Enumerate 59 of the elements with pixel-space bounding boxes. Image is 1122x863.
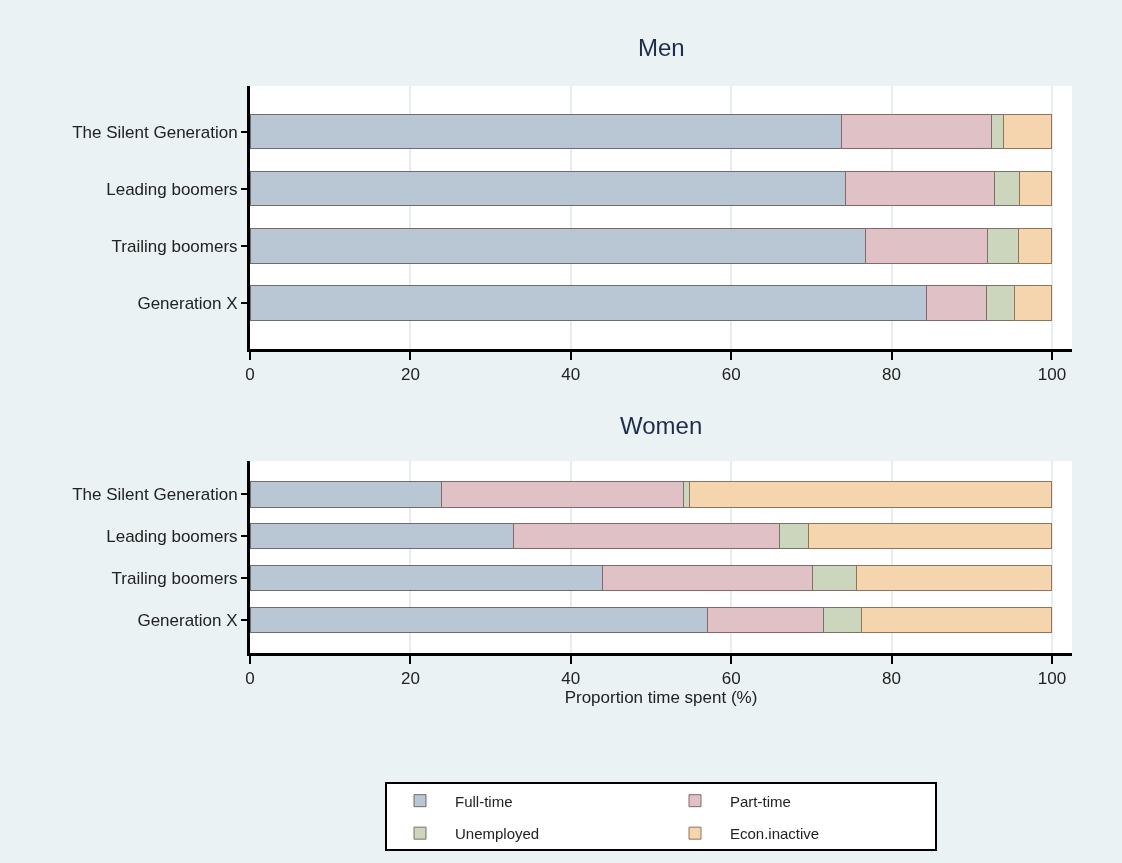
bar xyxy=(822,606,862,633)
bar xyxy=(812,564,857,591)
bar xyxy=(441,481,685,508)
bar xyxy=(1003,114,1053,150)
bar xyxy=(860,606,1053,633)
bar xyxy=(926,285,988,321)
x-tick-label: 20 xyxy=(400,365,420,385)
bar xyxy=(855,564,1053,591)
bar xyxy=(845,171,995,207)
x-tick-label: 0 xyxy=(245,365,255,385)
legend-label: Part-time xyxy=(730,792,791,810)
bar xyxy=(864,228,989,264)
y-tick-label: Leading boomers xyxy=(106,527,238,547)
bar xyxy=(683,481,690,508)
bar xyxy=(688,481,1053,508)
x-tick-label: 80 xyxy=(882,365,902,385)
bar xyxy=(991,114,1005,150)
x-tick-label: 60 xyxy=(721,365,741,385)
chart-title: Men xyxy=(638,34,685,61)
bar xyxy=(987,228,1019,264)
chart-title: Women xyxy=(620,412,703,439)
legend-label: Unemployed xyxy=(455,825,540,843)
bar xyxy=(986,285,1015,321)
bar xyxy=(250,523,514,550)
x-tick-label: 40 xyxy=(561,365,581,385)
bar xyxy=(250,564,604,591)
x-tick-label: 100 xyxy=(1037,365,1067,385)
bar xyxy=(808,523,1053,550)
y-tick-label: Leading boomers xyxy=(106,179,238,199)
y-tick-label: The Silent Generation xyxy=(72,485,238,505)
x-axis-title: Proportion time spent (%) xyxy=(564,688,758,708)
bar xyxy=(993,171,1020,207)
y-tick-label: Generation X xyxy=(137,610,238,630)
bar xyxy=(1017,228,1053,264)
bar xyxy=(602,564,814,591)
bar xyxy=(250,228,866,264)
x-tick-label: 100 xyxy=(1037,669,1067,689)
bar xyxy=(778,523,810,550)
bar xyxy=(512,523,780,550)
bar xyxy=(1013,285,1053,321)
y-tick-label: Generation X xyxy=(137,294,238,314)
bar xyxy=(706,606,824,633)
x-tick-label: 20 xyxy=(400,669,420,689)
bar xyxy=(840,114,993,150)
bar xyxy=(1018,171,1053,207)
bar xyxy=(250,114,842,150)
x-tick-label: 0 xyxy=(245,669,255,689)
legend-label: Full-time xyxy=(455,792,513,810)
x-tick-label: 60 xyxy=(721,669,741,689)
x-tick-label: 80 xyxy=(882,669,902,689)
y-tick-label: Trailing boomers xyxy=(111,568,238,588)
bar xyxy=(250,171,847,207)
bar xyxy=(250,606,708,633)
legend-label: Econ.inactive xyxy=(730,825,820,843)
bar xyxy=(250,285,928,321)
x-tick-label: 40 xyxy=(561,669,581,689)
y-tick-label: Trailing boomers xyxy=(111,236,238,256)
y-tick-label: The Silent Generation xyxy=(72,122,238,142)
bar xyxy=(250,481,443,508)
